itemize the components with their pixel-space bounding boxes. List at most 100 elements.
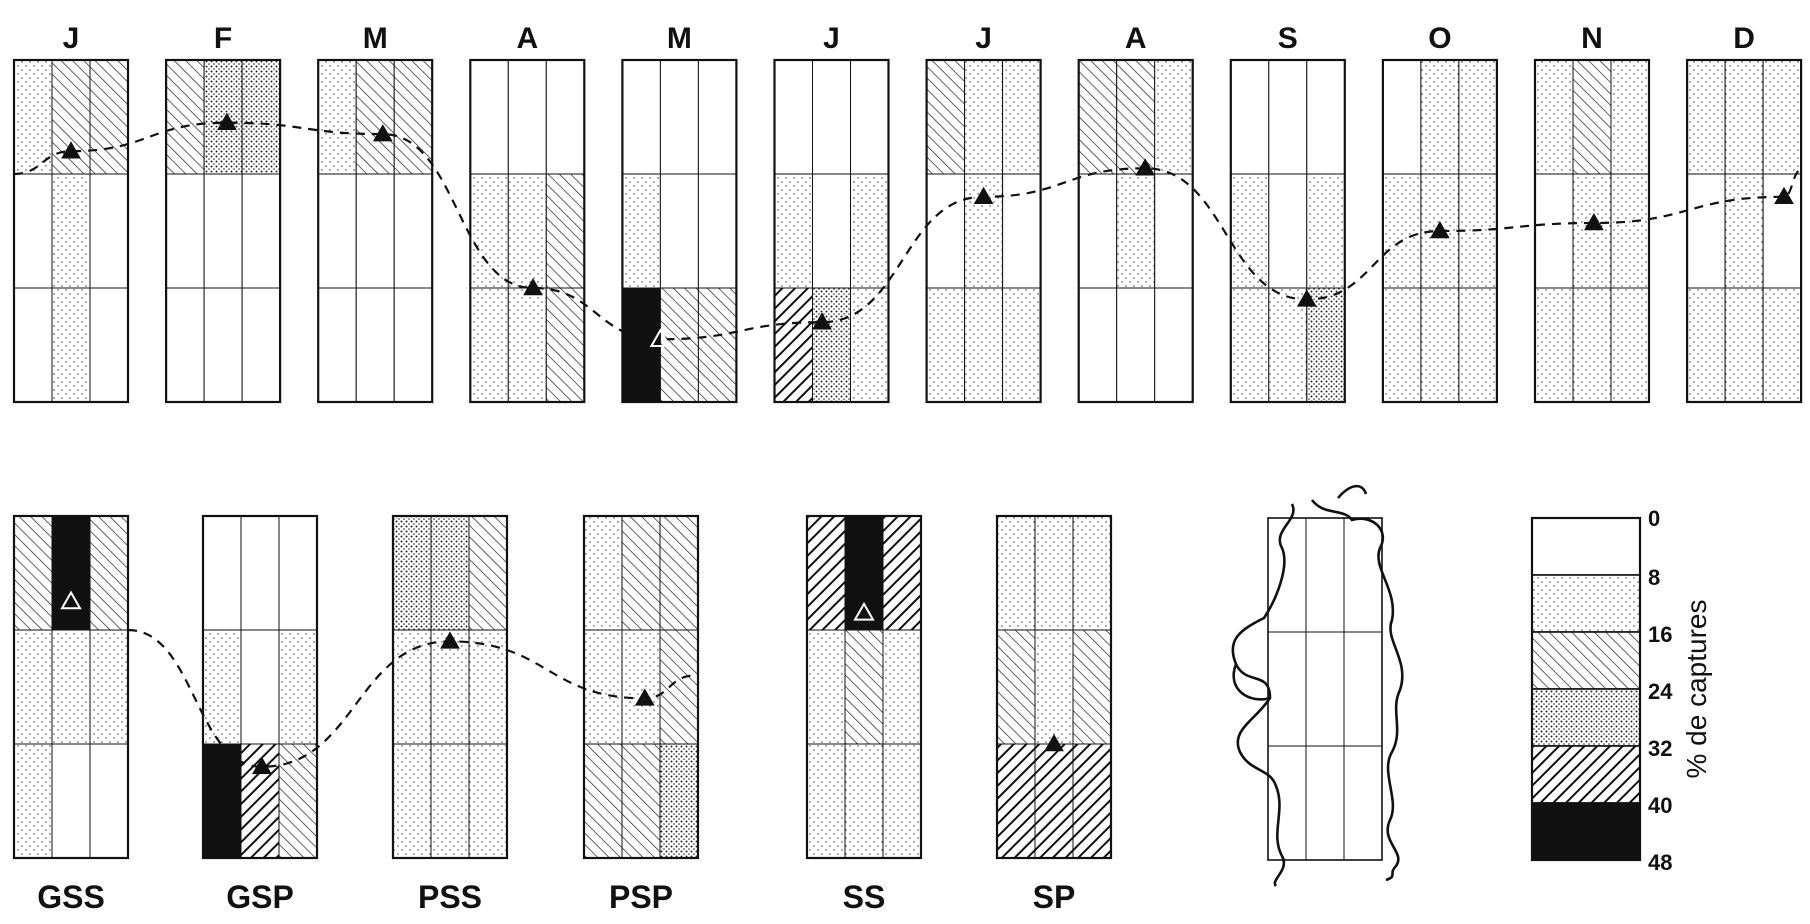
month-cell xyxy=(1078,287,1118,403)
group-panel: SS xyxy=(805,514,923,915)
month-panel: D xyxy=(1685,22,1803,404)
group-cell xyxy=(51,515,91,631)
month-cell xyxy=(697,59,737,175)
month-marker xyxy=(649,328,672,348)
month-panel: O xyxy=(1381,22,1499,404)
month-cell xyxy=(1458,59,1498,175)
river-bank-left-tail xyxy=(1232,663,1271,701)
month-cell xyxy=(1458,287,1498,403)
month-cell xyxy=(13,287,53,403)
month-cell xyxy=(1534,59,1574,175)
month-panel: F xyxy=(165,22,282,404)
group-cell xyxy=(1072,515,1112,631)
month-cell xyxy=(1268,173,1308,289)
month-frame xyxy=(1229,58,1346,404)
group-cell xyxy=(278,743,318,859)
river-schematic xyxy=(1231,484,1404,887)
month-cell xyxy=(1002,59,1042,175)
month-cell xyxy=(241,59,281,175)
group-cell xyxy=(882,629,922,745)
month-cell xyxy=(165,59,205,175)
month-cell xyxy=(926,59,966,175)
group-cell xyxy=(430,629,470,745)
month-cell xyxy=(1268,59,1308,175)
month-marker xyxy=(812,312,832,330)
group-cell xyxy=(13,515,53,631)
group-marker xyxy=(634,688,655,706)
month-panel: J xyxy=(925,22,1042,404)
month-cell xyxy=(1610,173,1650,289)
group-frame xyxy=(201,514,319,860)
month-marker xyxy=(217,112,237,130)
month-cell xyxy=(1078,59,1118,175)
month-panel: M xyxy=(621,22,738,404)
month-cell xyxy=(545,287,585,403)
month-cell xyxy=(203,59,243,175)
month-cell xyxy=(89,287,129,403)
month-cell xyxy=(812,59,851,175)
group-cell xyxy=(996,515,1036,631)
month-panel: M xyxy=(317,22,434,404)
month-cell xyxy=(964,287,1004,403)
group-cell xyxy=(430,515,470,631)
month-frame xyxy=(1381,58,1499,404)
group-marker xyxy=(60,590,82,610)
group-cell xyxy=(468,743,508,859)
group-cell xyxy=(392,743,432,859)
month-frame xyxy=(469,58,586,404)
group-cell xyxy=(806,743,846,859)
month-marker xyxy=(1135,158,1156,176)
group-frame xyxy=(12,514,130,860)
legend-swatch xyxy=(1531,745,1641,804)
month-panel: N xyxy=(1533,22,1651,404)
legend-swatch xyxy=(1531,517,1641,576)
month-frame xyxy=(773,58,890,404)
river-bank-left xyxy=(1231,503,1295,887)
month-cell xyxy=(545,59,585,175)
month-cell xyxy=(1230,173,1270,289)
month-cell xyxy=(1230,59,1270,175)
group-panel: PSS xyxy=(391,514,509,915)
group-cell xyxy=(1072,743,1112,859)
month-cell xyxy=(1534,173,1574,289)
month-cell xyxy=(926,173,966,289)
month-frame xyxy=(12,58,130,404)
month-cell xyxy=(393,59,433,175)
month-label: M xyxy=(667,22,692,55)
group-marker xyxy=(440,631,460,649)
month-cell xyxy=(165,287,205,403)
month-cell xyxy=(1572,59,1612,175)
month-cell xyxy=(774,59,813,175)
month-cell xyxy=(317,287,357,403)
month-cell xyxy=(51,287,91,403)
month-cell xyxy=(89,59,129,175)
month-cell xyxy=(1382,287,1422,403)
month-cell xyxy=(1686,59,1726,175)
month-cell xyxy=(1572,173,1612,289)
month-cell xyxy=(1116,173,1156,289)
month-cell xyxy=(1686,173,1726,289)
month-cell xyxy=(1762,287,1802,403)
group-cell xyxy=(1034,629,1074,745)
legend-tick-label: 40 xyxy=(1648,793,1672,818)
month-label: F xyxy=(214,22,232,55)
month-cell xyxy=(317,173,357,289)
month-panel: J xyxy=(12,22,130,404)
group-cell xyxy=(51,743,91,859)
month-cell xyxy=(1306,59,1346,175)
month-cell xyxy=(469,59,509,175)
month-frame xyxy=(165,58,282,404)
month-cell xyxy=(621,59,661,175)
group-cell xyxy=(583,629,623,745)
month-label: M xyxy=(363,22,388,55)
month-cell xyxy=(317,59,357,175)
month-label: A xyxy=(1125,22,1147,55)
group-cell xyxy=(659,515,699,631)
month-cell xyxy=(507,59,547,175)
month-cell xyxy=(203,173,243,289)
group-cell xyxy=(278,515,318,631)
month-cell xyxy=(1116,287,1156,403)
legend-swatch xyxy=(1531,574,1641,633)
month-marker xyxy=(523,277,543,296)
